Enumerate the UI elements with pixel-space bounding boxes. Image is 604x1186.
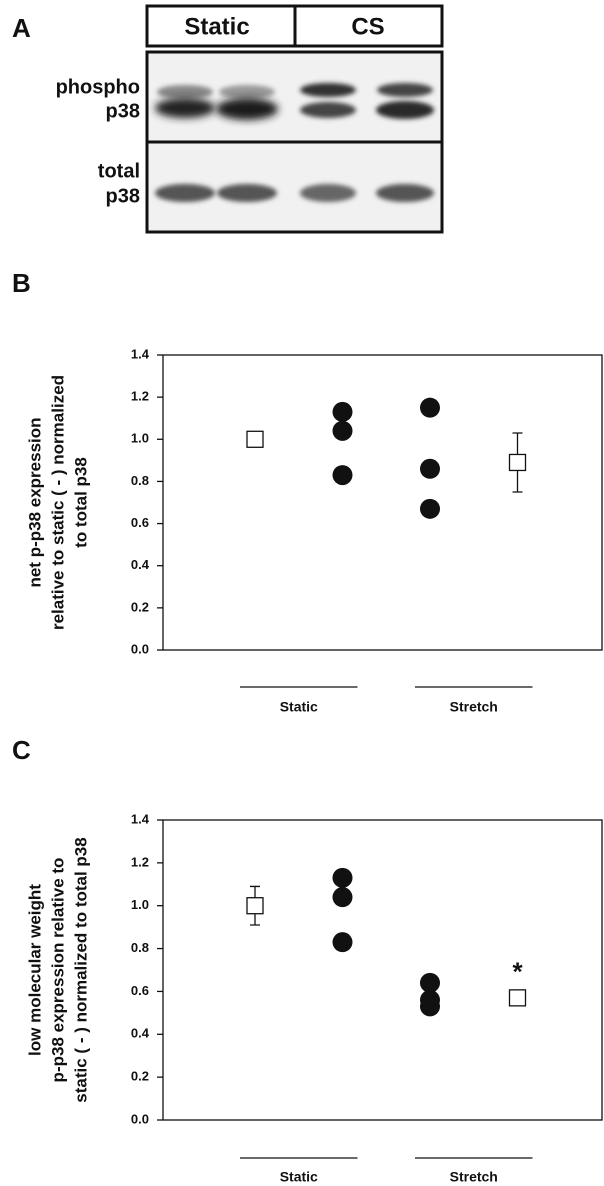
data-point xyxy=(420,996,440,1016)
group-label: Static xyxy=(280,1169,318,1185)
mean-marker xyxy=(510,454,526,470)
y-tick-label: 0.8 xyxy=(131,940,149,955)
y-tick-label: 0.0 xyxy=(131,1111,149,1126)
y-tick-label: 1.4 xyxy=(131,811,150,826)
y-tick-label: 1.4 xyxy=(131,346,150,361)
y-axis-label: relative to static ( - ) normalized xyxy=(48,375,67,630)
plot-frame xyxy=(163,355,602,650)
y-axis-label: to total p38 xyxy=(71,457,90,548)
data-point xyxy=(420,973,440,993)
y-tick-label: 0.4 xyxy=(131,557,150,572)
y-tick-label: 0.6 xyxy=(131,515,149,530)
mean-marker xyxy=(510,990,526,1006)
data-point xyxy=(333,421,353,441)
y-tick-label: 0.2 xyxy=(131,1069,149,1084)
y-axis-label: net p-p38 expression xyxy=(25,417,44,587)
page: { "panel_a": { "label": "A", "columns": … xyxy=(0,0,604,1186)
row-label: p38 xyxy=(106,100,140,122)
plot-frame xyxy=(163,820,602,1120)
data-point xyxy=(333,887,353,907)
y-tick-label: 0.4 xyxy=(131,1026,150,1041)
data-point xyxy=(333,465,353,485)
annotation: * xyxy=(512,957,523,987)
y-axis-label: static ( - ) normalized to total p38 xyxy=(71,837,90,1102)
y-axis-label: low molecular weight xyxy=(25,884,44,1056)
y-tick-label: 1.0 xyxy=(131,431,149,446)
data-point xyxy=(420,499,440,519)
group-label: Stretch xyxy=(450,1169,498,1185)
data-point xyxy=(333,932,353,952)
row-label: phospho xyxy=(56,76,140,98)
y-tick-label: 1.2 xyxy=(131,389,149,404)
y-tick-label: 0.2 xyxy=(131,599,149,614)
mean-marker xyxy=(247,898,263,914)
y-tick-label: 1.2 xyxy=(131,854,149,869)
panel-label: C xyxy=(12,735,31,765)
panel-label: B xyxy=(12,268,31,298)
y-tick-label: 0.0 xyxy=(131,641,149,656)
group-label: Static xyxy=(280,699,318,715)
row-label: total xyxy=(98,160,140,182)
mean-marker xyxy=(247,431,263,447)
y-tick-label: 0.8 xyxy=(131,473,149,488)
y-axis-label: p-p38 expression relative to xyxy=(48,858,67,1083)
panel-label: A xyxy=(12,13,31,43)
figure: A Static CS phospho p38 total p38 B 0.0 0.… xyxy=(0,0,604,1186)
column-label: Static xyxy=(184,13,249,40)
group-label: Stretch xyxy=(450,699,498,715)
column-label: CS xyxy=(351,13,384,40)
y-tick-label: 1.0 xyxy=(131,897,149,912)
data-point xyxy=(420,459,440,479)
data-point xyxy=(420,398,440,418)
y-tick-label: 0.6 xyxy=(131,983,149,998)
data-point xyxy=(333,402,353,422)
data-point xyxy=(333,868,353,888)
row-label: p38 xyxy=(106,185,140,207)
